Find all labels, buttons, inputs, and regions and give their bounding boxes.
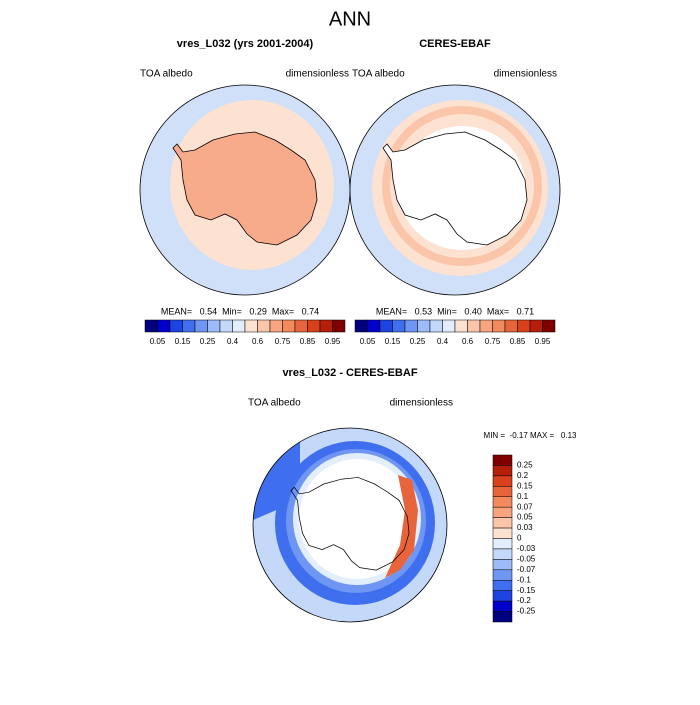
panel-title: vres_L032 - CERES-EBAF [282, 367, 417, 379]
colorbar-label: -0.05 [517, 554, 536, 563]
colorbar-label: 0.4 [227, 337, 239, 346]
colorbar-box [207, 319, 221, 333]
colorbar-box [492, 486, 513, 497]
colorbar-box [529, 319, 543, 333]
colorbar-label: -0.1 [517, 575, 531, 584]
colorbar-box [392, 319, 406, 333]
colorbar-box [492, 319, 506, 333]
panel-title: CERES-EBAF [419, 38, 491, 50]
colorbar-label: 0.95 [325, 337, 341, 346]
colorbar-box [354, 319, 368, 333]
colorbar-label: 0.07 [517, 502, 533, 511]
colorbar-box [492, 548, 513, 560]
colorbar-label: 0.15 [175, 337, 191, 346]
stats: MEAN= 0.54 Min= 0.29 Max= 0.74 [161, 306, 319, 316]
colorbar-box [454, 319, 468, 333]
colorbar-label: 0.05 [360, 337, 376, 346]
variable-label: TOA albedo [248, 398, 301, 409]
colorbar-box [182, 319, 196, 333]
colorbar-box [169, 319, 183, 333]
colorbar-label: 0.2 [517, 471, 529, 480]
colorbar-label: 0 [517, 534, 522, 543]
colorbar-label: 0.15 [517, 481, 533, 490]
colorbar-box [492, 580, 513, 591]
colorbar-box [282, 319, 296, 333]
map-border [252, 427, 448, 623]
colorbar-label: 0.95 [535, 337, 551, 346]
colorbar-box [504, 319, 518, 333]
colorbar-box [517, 319, 531, 333]
map-border [349, 84, 561, 296]
colorbar-box [492, 454, 513, 466]
variable-label: TOA albedo [352, 69, 405, 80]
colorbar-box [244, 319, 258, 333]
colorbar-label: -0.15 [517, 586, 536, 595]
colorbar-box [257, 319, 271, 333]
colorbar-box [219, 319, 233, 333]
colorbar-label: 0.75 [485, 337, 501, 346]
colorbar-box [429, 319, 443, 333]
colorbar-label: 0.85 [510, 337, 526, 346]
colorbar-box [307, 319, 321, 333]
colorbar-label: 0.75 [275, 337, 291, 346]
colorbar-box [492, 600, 513, 612]
colorbar-box [492, 496, 513, 508]
colorbar-box [492, 527, 513, 539]
colorbar-box [492, 611, 513, 623]
colorbar-box [467, 319, 481, 333]
colorbar-box [492, 559, 513, 571]
colorbar-label: 0.1 [517, 492, 529, 501]
colorbar-box [492, 465, 513, 477]
colorbar-box [492, 517, 513, 529]
map [140, 85, 350, 295]
colorbar-label: 0.05 [150, 337, 166, 346]
colorbar-label: 0.25 [200, 337, 216, 346]
map [350, 85, 560, 295]
colorbar-label: 0.05 [517, 513, 533, 522]
colorbar-box [404, 319, 418, 333]
colorbar-box [332, 319, 346, 333]
colorbar-box [269, 319, 283, 333]
stats: MIN = -0.17 MAX = 0.13 [484, 431, 577, 440]
colorbar-box [319, 319, 333, 333]
colorbar-label: 0.25 [517, 461, 533, 470]
panel-title: vres_L032 (yrs 2001-2004) [177, 38, 314, 50]
colorbar-box [492, 475, 513, 487]
colorbar-label: 0.25 [410, 337, 426, 346]
colorbar-box [367, 319, 381, 333]
variable-label: TOA albedo [140, 69, 193, 80]
colorbar-label: 0.03 [517, 523, 533, 532]
colorbar-label: 0.85 [300, 337, 316, 346]
colorbar-label: 0.4 [437, 337, 449, 346]
colorbar-box [492, 506, 513, 518]
colorbar-box [232, 319, 246, 333]
colorbar-label: -0.03 [517, 544, 536, 553]
colorbar-box [492, 590, 513, 602]
units-label: dimensionless [286, 69, 349, 80]
colorbar-box [379, 319, 393, 333]
colorbar-box [479, 319, 493, 333]
colorbar-label: -0.2 [517, 596, 531, 605]
colorbar-box [442, 319, 456, 333]
colorbar-box [144, 319, 158, 333]
colorbar-box [157, 319, 171, 333]
units-label: dimensionless [494, 69, 557, 80]
colorbar-label: 0.15 [385, 337, 401, 346]
figure-title: ANN [329, 8, 371, 30]
colorbar-label: -0.25 [517, 607, 536, 616]
map [253, 428, 447, 622]
colorbar-box [194, 319, 208, 333]
colorbar-box [294, 319, 308, 333]
units-label: dimensionless [390, 398, 453, 409]
colorbar-box [542, 319, 556, 333]
colorbar-box [492, 538, 513, 550]
colorbar-box [417, 319, 431, 333]
colorbar-box [492, 569, 513, 581]
stats: MEAN= 0.53 Min= 0.40 Max= 0.71 [376, 306, 534, 316]
colorbar-label: -0.07 [517, 565, 536, 574]
colorbar-label: 0.6 [252, 337, 264, 346]
colorbar-label: 0.6 [462, 337, 474, 346]
